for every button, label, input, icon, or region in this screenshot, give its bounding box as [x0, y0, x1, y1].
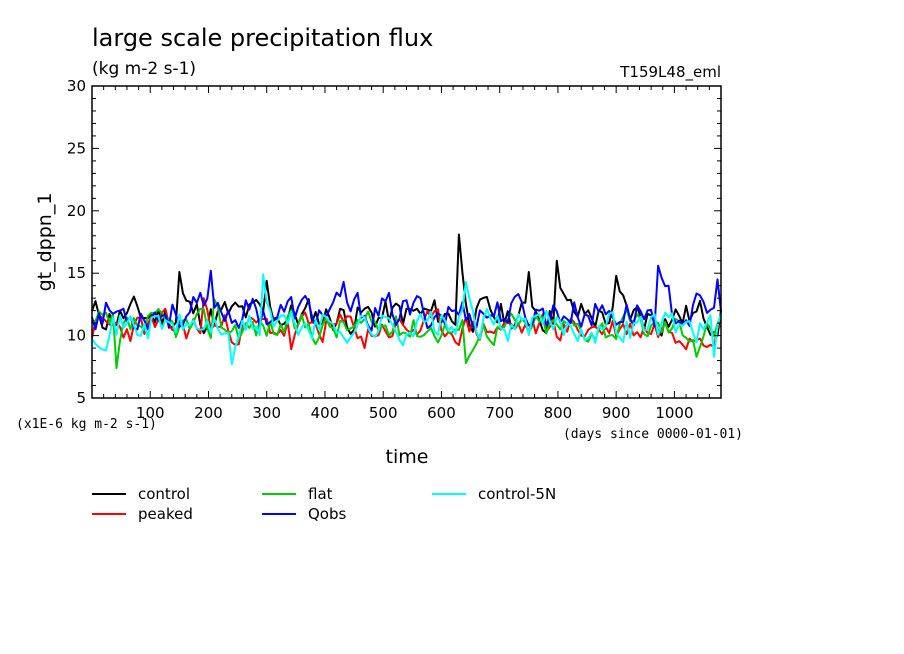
- x-axis-label: time: [386, 446, 429, 468]
- series-line-control: [91, 233, 722, 337]
- y-tick-label: 20: [67, 202, 86, 220]
- x-units-note: (days since 0000-01-01): [563, 427, 743, 442]
- series-line-Qobs: [91, 264, 722, 332]
- y-tick-label: 10: [67, 327, 86, 345]
- x-tick-label: 600: [427, 404, 456, 422]
- y-tick-label: 5: [76, 389, 86, 407]
- chart-units: (kg m-2 s-1): [92, 59, 196, 79]
- y-axis-ticks: 5 10 15 20 25 30: [67, 77, 721, 407]
- series-line-control-5N: [91, 273, 722, 366]
- chart-title: large scale precipitation flux: [92, 24, 433, 52]
- y-tick-label: 25: [67, 139, 86, 157]
- legend-label-Qobs: Qobs: [308, 505, 347, 523]
- legend-label-control: control: [138, 485, 190, 503]
- x-tick-label: 800: [544, 404, 573, 422]
- legend-label-flat: flat: [308, 485, 333, 503]
- x-tick-label: 700: [485, 404, 514, 422]
- x-tick-label: 100: [136, 404, 165, 422]
- x-tick-label: 400: [311, 404, 340, 422]
- y-axis-label: gt_dppn_1: [34, 193, 56, 292]
- x-tick-label: 1000: [655, 404, 693, 422]
- y-tick-label: 15: [67, 264, 86, 282]
- plot-lines: [91, 233, 722, 369]
- x-tick-label: 500: [369, 404, 398, 422]
- x-axis-ticks: 100 200 300 400 500 600 700 800 900 1000: [103, 86, 722, 422]
- legend-label-peaked: peaked: [138, 505, 193, 523]
- legend-label-control-5N: control-5N: [478, 485, 556, 503]
- y-tick-label: 30: [67, 77, 86, 95]
- x-tick-label: 200: [194, 404, 223, 422]
- plot-frame: [91, 85, 722, 399]
- x-tick-label: 900: [602, 404, 631, 422]
- experiment-label: T159L48_eml: [619, 63, 721, 82]
- y-scale-note: (x1E-6 kg m-2 s-1): [16, 417, 157, 432]
- legend: control peaked flat Qobs control-5N: [92, 485, 556, 523]
- x-tick-label: 300: [252, 404, 281, 422]
